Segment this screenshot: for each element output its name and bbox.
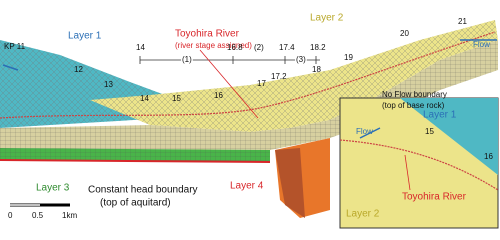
kp-label: 17 (257, 79, 266, 88)
boundary-label: Constant head boundary (88, 185, 198, 196)
layer-label: Layer 1 (423, 110, 457, 121)
kp-label: 15 (172, 94, 181, 103)
kp-label: 18 (312, 65, 321, 74)
river-title: Toyohira River (175, 29, 240, 40)
kp-label: 14 (140, 94, 149, 103)
kp-label: 19 (344, 53, 353, 62)
boundary-label: (top of aquitard) (100, 198, 171, 209)
kp-label: 16 (484, 152, 493, 161)
kp-label: 17.2 (271, 72, 287, 81)
reach-label: 17.4 (279, 43, 295, 52)
flow-label: Flow (473, 40, 490, 49)
reach-label: 14 (136, 43, 145, 52)
kp-label: 15 (425, 127, 434, 136)
kp-label: 12 (74, 65, 83, 74)
reach-section: (3) (296, 55, 306, 64)
reach-section: (2) (254, 43, 264, 52)
layer-label: Layer 4 (230, 181, 264, 192)
flow-label: Flow (356, 127, 373, 136)
layer-label: Layer 2 (310, 13, 344, 24)
river-subtitle: (river stage assigned) (175, 41, 252, 50)
layer-label: Layer 3 (36, 183, 70, 194)
inset (339, 97, 499, 229)
kp-label: 20 (400, 29, 409, 38)
kp-label: 16 (214, 91, 223, 100)
layer-label: Layer 1 (68, 31, 102, 42)
scale-label: 1km (62, 211, 77, 220)
boundary-label: (top of base rock) (382, 101, 445, 110)
boundary-label: No Flow boundary (382, 90, 447, 99)
mesh-model (0, 20, 498, 218)
reach-label: 16.8 (227, 43, 243, 52)
scale-label: 0.5 (32, 211, 44, 220)
reach-label: 18.2 (310, 43, 326, 52)
figure: KP 11 Layer 1 Toyohira River (river stag… (0, 13, 499, 229)
scale-label: 0 (8, 211, 13, 220)
reach-section: (1) (182, 55, 192, 64)
layer-label: Layer 2 (346, 209, 380, 220)
river-label: Toyohira River (402, 192, 467, 203)
kp-label: 21 (458, 17, 467, 26)
kp-label: KP 11 (4, 42, 26, 51)
kp-label: 13 (104, 80, 113, 89)
